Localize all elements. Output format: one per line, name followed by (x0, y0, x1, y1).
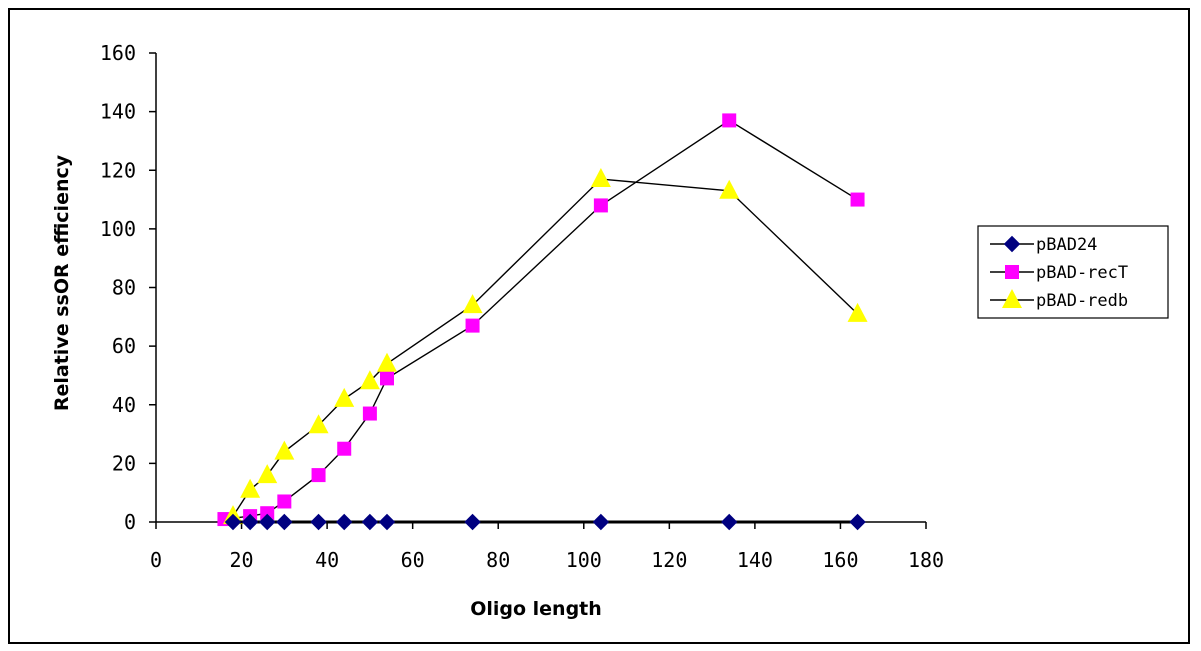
x-tick-label: 80 (486, 548, 510, 572)
legend: pBAD24 pBAD-recT pBAD-redb (977, 225, 1169, 319)
data-point (361, 513, 379, 531)
data-point (593, 198, 608, 213)
data-point (334, 387, 355, 407)
data-point (310, 513, 327, 531)
data-point (257, 464, 278, 484)
x-axis: 0 20 40 60 80 100 120 140 160 180 (150, 521, 944, 572)
y-tick-label: 120 (100, 158, 136, 182)
legend-label: pBAD-recT (1036, 263, 1128, 283)
series-group (217, 113, 868, 531)
legend-label: pBAD24 (1036, 235, 1097, 255)
data-point (380, 371, 394, 386)
y-tick-label: 160 (100, 41, 136, 65)
data-point (462, 294, 483, 314)
data-point (849, 513, 866, 531)
data-point (260, 506, 275, 521)
data-point (277, 494, 292, 509)
data-point (241, 513, 259, 531)
data-point (847, 302, 868, 322)
data-point (377, 352, 397, 372)
x-tick-label: 40 (315, 548, 339, 572)
y-tick-label: 100 (100, 217, 136, 241)
series-line (224, 119, 858, 520)
data-point (721, 513, 738, 531)
y-axis: 0 20 40 60 80 100 120 140 160 (100, 41, 157, 534)
series-line (232, 178, 859, 517)
y-tick-label: 0 (124, 510, 136, 534)
x-tick-label: 20 (230, 548, 254, 572)
x-tick-label: 160 (822, 548, 858, 572)
data-point (336, 513, 353, 531)
y-tick-label: 20 (112, 451, 136, 475)
data-point (378, 513, 396, 531)
x-tick-label: 0 (150, 548, 162, 572)
data-point (240, 478, 261, 498)
y-tick-label: 80 (112, 276, 136, 300)
chart-frame (8, 8, 1190, 644)
x-tick-label: 100 (566, 548, 602, 572)
data-point (362, 406, 377, 421)
data-point (590, 168, 611, 188)
x-tick-label: 120 (651, 548, 687, 572)
x-tick-label: 60 (401, 548, 425, 572)
data-point (719, 179, 740, 199)
data-point (224, 513, 242, 531)
x-tick-label: 140 (737, 548, 773, 572)
data-point (311, 468, 326, 483)
x-tick-label: 180 (908, 548, 944, 572)
legend-marker (1005, 265, 1019, 279)
data-point (337, 441, 352, 456)
legend-label: pBAD-redb (1036, 291, 1128, 311)
data-point (308, 414, 329, 434)
legend-marker (1003, 235, 1021, 253)
data-point (722, 113, 737, 128)
data-point (592, 513, 610, 531)
data-point (464, 513, 481, 531)
y-tick-label: 140 (100, 100, 136, 124)
data-point (465, 318, 480, 333)
data-point (276, 513, 293, 531)
series-pBAD24 (224, 513, 866, 531)
series-pBAD-redb (223, 168, 868, 525)
series-pBAD-recT (217, 113, 865, 527)
data-point (359, 370, 380, 390)
data-point (274, 440, 295, 460)
data-point (850, 192, 865, 207)
y-tick-label: 40 (112, 393, 136, 417)
x-axis-title: Oligo length (470, 598, 602, 620)
y-axis-title: Relative ssOR efficiency (51, 154, 73, 411)
y-tick-label: 60 (112, 334, 136, 358)
legend-marker (1002, 289, 1022, 308)
data-point (259, 513, 276, 531)
